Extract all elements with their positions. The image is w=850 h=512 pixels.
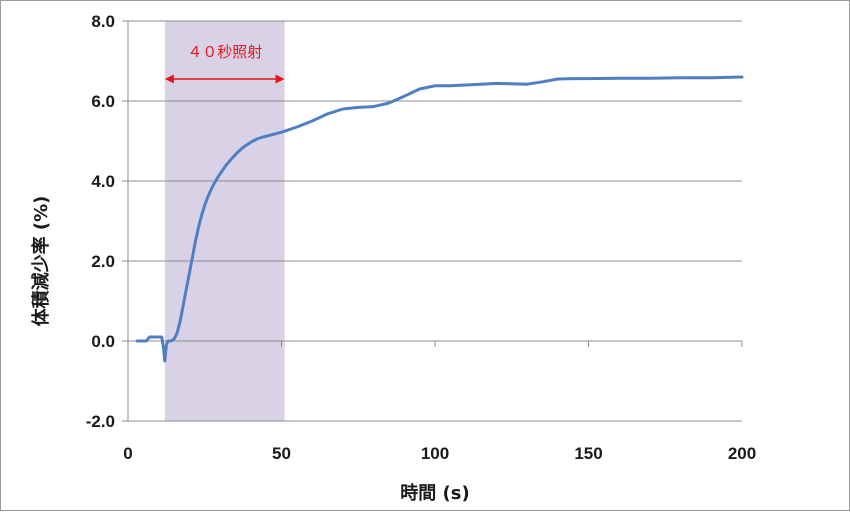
annotation-arrowhead-right — [275, 74, 285, 84]
x-tick-label-1: 50 — [272, 444, 291, 463]
y-tick-label-5: 8.0 — [91, 12, 115, 31]
annotation-text: ４０秒照射 — [187, 43, 262, 61]
x-axis-title: 時間 (s) — [400, 483, 469, 504]
x-tick-label-4: 200 — [728, 444, 756, 463]
series-line-0 — [135, 75, 744, 363]
y-axis-title: 体積減少率 (%) — [30, 196, 52, 327]
x-tick-label-2: 100 — [421, 444, 449, 463]
y-tick-label-4: 6.0 — [91, 92, 115, 111]
y-tick-label-3: 4.0 — [91, 172, 115, 191]
y-tick-label-0: -2.0 — [86, 412, 115, 431]
y-tick-label-1: 0.0 — [91, 332, 115, 351]
y-tick-label-2: 2.0 — [91, 252, 115, 271]
irradiation-region — [164, 21, 285, 421]
annotation-arrowhead-left — [164, 74, 174, 84]
x-tick-label-3: 150 — [574, 444, 602, 463]
x-tick-label-0: 0 — [123, 444, 132, 463]
